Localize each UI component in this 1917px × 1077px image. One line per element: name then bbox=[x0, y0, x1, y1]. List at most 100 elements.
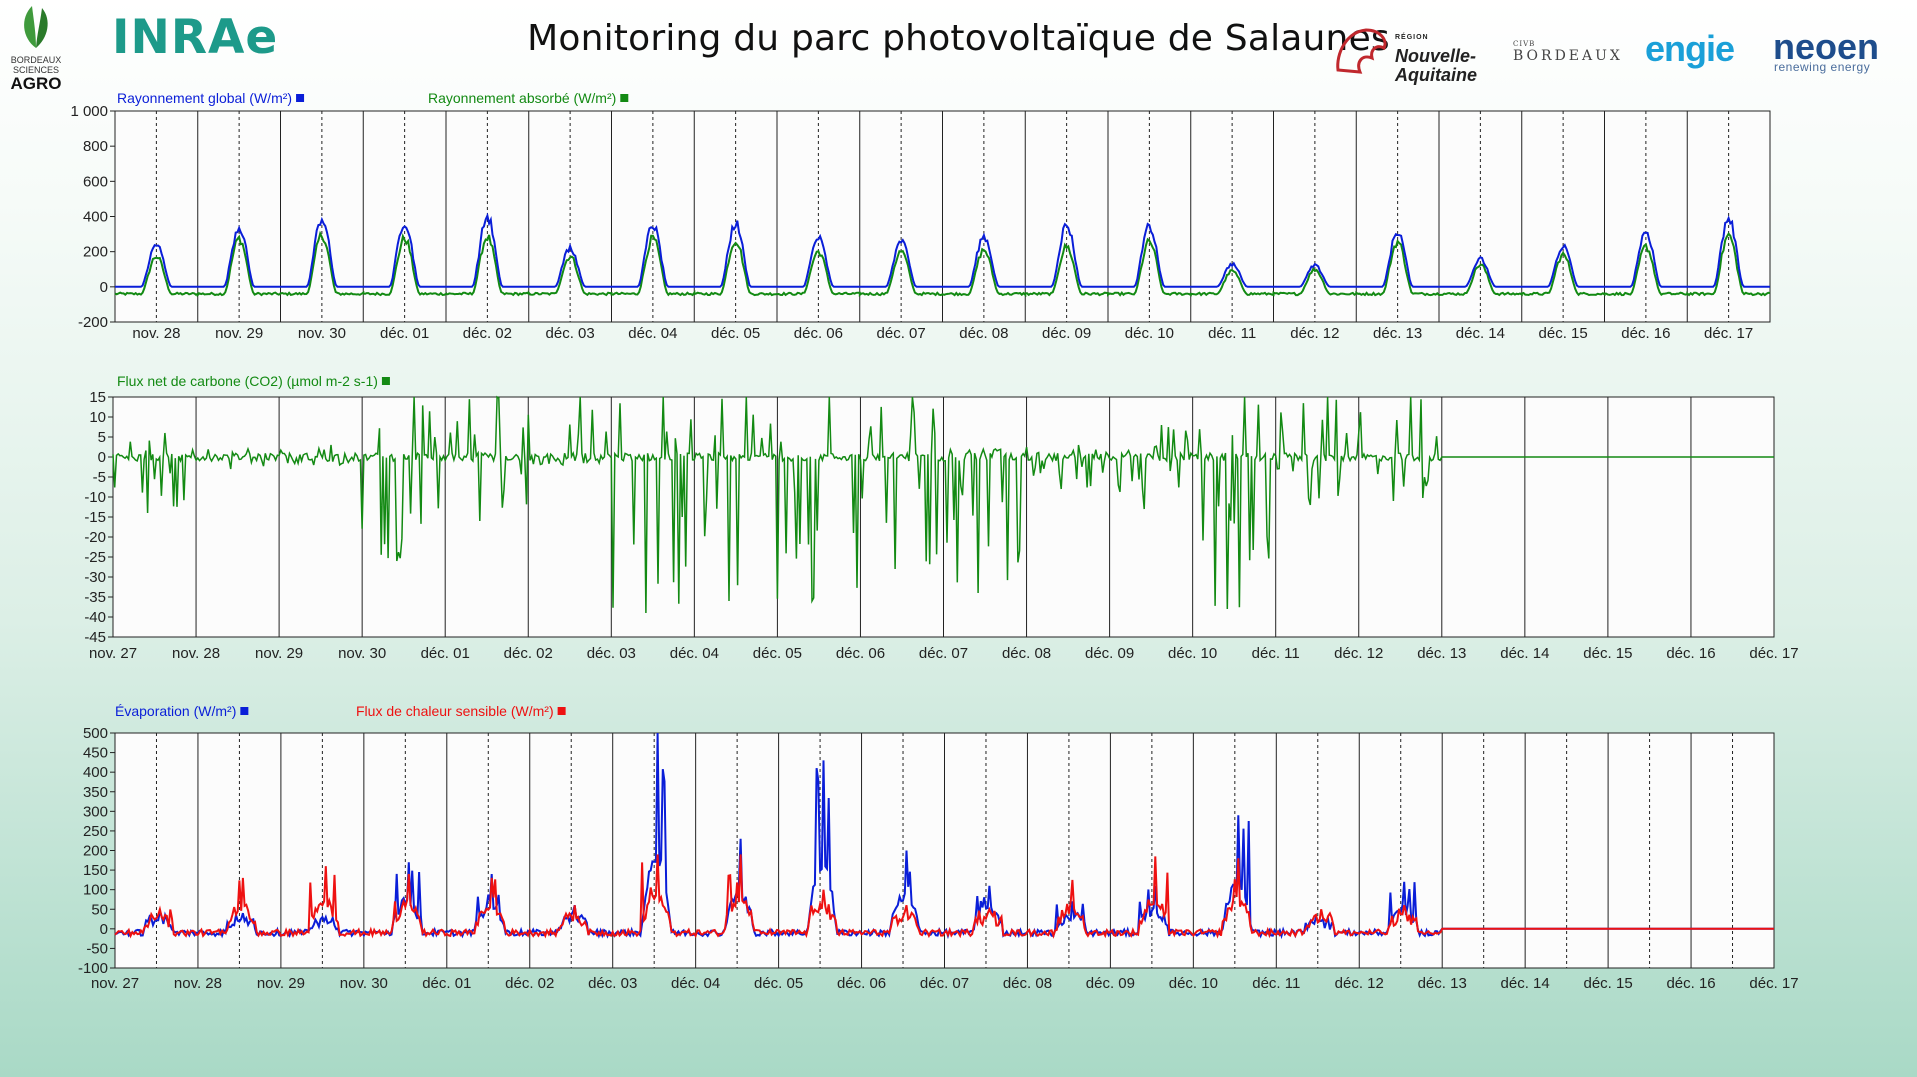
y-tick-label: 400 bbox=[83, 209, 108, 226]
y-tick-label: 50 bbox=[91, 901, 108, 918]
civb-name: BORDEAUX bbox=[1513, 48, 1623, 64]
x-tick-label: nov. 28 bbox=[132, 325, 180, 342]
y-tick-label: 450 bbox=[83, 745, 108, 762]
x-tick-label: déc. 17 bbox=[1749, 975, 1798, 992]
x-tick-label: déc. 07 bbox=[920, 975, 969, 992]
neoen-tagline: renewing energy bbox=[1774, 60, 1871, 74]
x-tick-label: déc. 07 bbox=[919, 645, 968, 662]
x-tick-label: nov. 29 bbox=[215, 325, 263, 342]
x-tick-label: déc. 04 bbox=[671, 975, 720, 992]
y-tick-label: 800 bbox=[83, 138, 108, 155]
x-tick-label: déc. 15 bbox=[1583, 645, 1632, 662]
y-tick-label: -25 bbox=[84, 549, 106, 566]
x-tick-label: déc. 16 bbox=[1621, 325, 1670, 342]
leaf-icon bbox=[24, 6, 48, 48]
x-tick-label: déc. 07 bbox=[877, 325, 926, 342]
civb-small: CIVB bbox=[1513, 40, 1536, 48]
x-tick-label: nov. 27 bbox=[89, 645, 137, 662]
series-line bbox=[115, 212, 1770, 288]
y-tick-label: 200 bbox=[83, 843, 108, 860]
x-tick-label: déc. 05 bbox=[711, 325, 760, 342]
x-tick-label: nov. 30 bbox=[298, 325, 346, 342]
y-tick-label: -5 bbox=[93, 469, 106, 486]
y-tick-label: 500 bbox=[83, 725, 108, 742]
y-tick-label: -10 bbox=[84, 489, 106, 506]
y-tick-label: -30 bbox=[84, 569, 106, 586]
y-tick-label: -200 bbox=[78, 314, 108, 331]
x-tick-label: déc. 16 bbox=[1666, 975, 1715, 992]
x-tick-label: déc. 09 bbox=[1085, 645, 1134, 662]
legend-swatch bbox=[381, 377, 390, 385]
legend-label: Flux net de carbone (CO2) (µmol m-2 s-1) bbox=[117, 373, 378, 389]
x-tick-label: déc. 10 bbox=[1169, 975, 1218, 992]
x-tick-label: déc. 10 bbox=[1168, 645, 1217, 662]
x-tick-label: déc. 11 bbox=[1252, 645, 1300, 662]
y-tick-label: 600 bbox=[83, 173, 108, 190]
y-tick-label: -45 bbox=[84, 629, 106, 646]
x-tick-label: nov. 27 bbox=[91, 975, 139, 992]
y-tick-label: -50 bbox=[86, 940, 108, 957]
y-tick-label: 15 bbox=[89, 389, 106, 406]
engie-logo: engie bbox=[1645, 28, 1735, 69]
x-tick-label: déc. 03 bbox=[588, 975, 637, 992]
x-tick-label: déc. 09 bbox=[1086, 975, 1135, 992]
x-tick-label: déc. 05 bbox=[753, 645, 802, 662]
x-tick-label: déc. 03 bbox=[546, 325, 595, 342]
y-tick-label: 0 bbox=[100, 279, 108, 296]
series-line bbox=[112, 395, 1774, 614]
x-tick-label: déc. 17 bbox=[1704, 325, 1753, 342]
y-tick-label: 0 bbox=[100, 921, 108, 938]
series-line bbox=[114, 230, 1771, 298]
chart-panel-1: 1 000 800 600 400 200 0 -200 nov. 28 nov. 29 nov.… bbox=[70, 90, 1771, 342]
y-tick-label: 400 bbox=[83, 764, 108, 781]
x-tick-label: déc. 04 bbox=[628, 325, 677, 342]
x-tick-label: nov. 30 bbox=[338, 645, 386, 662]
y-tick-label: -40 bbox=[84, 609, 106, 626]
x-tick-label: déc. 13 bbox=[1417, 645, 1466, 662]
x-tick-label: nov. 30 bbox=[340, 975, 388, 992]
x-tick-label: déc. 02 bbox=[504, 645, 553, 662]
x-tick-label: déc. 14 bbox=[1456, 325, 1505, 342]
x-tick-label: déc. 08 bbox=[1002, 645, 1051, 662]
y-tick-label: -15 bbox=[84, 509, 106, 526]
x-tick-label: déc. 05 bbox=[754, 975, 803, 992]
y-tick-label: 250 bbox=[83, 823, 108, 840]
y-tick-label: -20 bbox=[84, 529, 106, 546]
legend-label: Évaporation (W/m²) bbox=[115, 703, 236, 719]
x-tick-label: déc. 01 bbox=[421, 645, 470, 662]
page-title: Monitoring du parc photovoltaïque de Sal… bbox=[527, 18, 1390, 59]
x-tick-label: déc. 03 bbox=[587, 645, 636, 662]
x-tick-label: nov. 29 bbox=[255, 645, 303, 662]
y-tick-label: 200 bbox=[83, 244, 108, 261]
x-tick-label: déc. 14 bbox=[1500, 645, 1549, 662]
y-tick-label: 0 bbox=[98, 449, 106, 466]
x-tick-label: déc. 06 bbox=[836, 645, 885, 662]
bsa-line3: AGRO bbox=[10, 74, 62, 93]
x-tick-label: déc. 01 bbox=[380, 325, 429, 342]
legend-label: Rayonnement global (W/m²) bbox=[117, 90, 292, 106]
neoen-logo: neoen bbox=[1773, 26, 1880, 67]
x-tick-label: déc. 06 bbox=[837, 975, 886, 992]
x-tick-label: déc. 12 bbox=[1335, 975, 1384, 992]
y-tick-label: 150 bbox=[83, 862, 108, 879]
region-small: RÉGION bbox=[1395, 34, 1429, 41]
legend-label: Flux de chaleur sensible (W/m²) bbox=[356, 703, 554, 719]
x-tick-label: déc. 11 bbox=[1252, 975, 1300, 992]
legend-swatch bbox=[557, 707, 566, 715]
x-tick-label: déc. 02 bbox=[505, 975, 554, 992]
x-tick-label: déc. 16 bbox=[1666, 645, 1715, 662]
y-tick-label: 300 bbox=[83, 803, 108, 820]
legend-label: Rayonnement absorbé (W/m²) bbox=[428, 90, 616, 106]
legend-swatch bbox=[620, 94, 629, 102]
x-tick-label: nov. 29 bbox=[257, 975, 305, 992]
x-tick-label: déc. 08 bbox=[959, 325, 1008, 342]
y-tick-label: 10 bbox=[89, 409, 106, 426]
x-tick-label: déc. 12 bbox=[1290, 325, 1339, 342]
x-tick-label: déc. 15 bbox=[1539, 325, 1588, 342]
bsa-line2: SCIENCES bbox=[12, 65, 59, 75]
x-tick-label: déc. 13 bbox=[1373, 325, 1422, 342]
x-tick-label: déc. 12 bbox=[1334, 645, 1383, 662]
x-tick-label: déc. 09 bbox=[1042, 325, 1091, 342]
